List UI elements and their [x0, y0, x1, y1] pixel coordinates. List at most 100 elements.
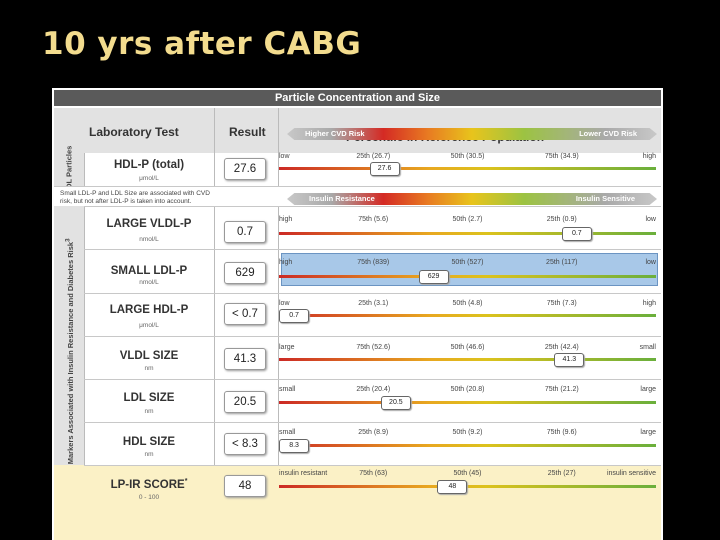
hdl-section-side: HDL Particles: [54, 145, 85, 194]
test-name-text: SMALL LDL-P: [110, 265, 188, 277]
test-name: LP-IR SCORE*: [84, 478, 214, 491]
divider-line: [278, 108, 279, 540]
percentile-bar: [279, 401, 656, 404]
percentile-label: 25th (26.7): [356, 153, 391, 160]
result-value: 27.6: [224, 158, 266, 180]
percentile-bar: [279, 167, 656, 170]
lipoprotein-superscript: 3: [64, 238, 72, 242]
percentile-label: 25th (0.9): [546, 216, 577, 223]
result-marker: 0.7: [561, 227, 592, 241]
test-name: HDL-P (total): [113, 159, 185, 171]
result-value: 41.3: [224, 348, 266, 370]
percentile-label: high: [279, 216, 293, 223]
result-value: 629: [224, 262, 266, 284]
percentile-label: low: [645, 259, 656, 266]
higher-cvd-risk-label: Higher CVD Risk: [305, 129, 365, 138]
small-ldl-note: Small LDL-P and LDL Size are associated …: [60, 190, 210, 205]
percentile-label: 75th (21.2): [544, 386, 579, 393]
percentile-label: 25th (20.4): [356, 386, 391, 393]
test-name: SMALL LDL-P: [84, 265, 214, 277]
test-unit: nm: [144, 451, 154, 458]
result-row-0: HDL-P (total) μmol/L 27.6: [84, 153, 661, 186]
percentile-label: 50th (20.8): [450, 386, 485, 393]
percentile-label: 75th (9.6): [546, 429, 577, 436]
percentile-label: low: [645, 216, 656, 223]
result-value: 0.7: [224, 221, 266, 243]
insulin-band: Insulin Resistance Insulin Sensitive: [287, 193, 657, 205]
result-row-0: low 25th (26.7) 50th (30.5) 75th (34.9) high…: [84, 153, 661, 186]
percentile-label: 75th (7.3): [546, 300, 577, 307]
lower-cvd-risk-label: Lower CVD Risk: [579, 129, 637, 138]
test-name-text: LDL SIZE: [123, 392, 175, 404]
percentile-label: 75th (52.6): [356, 344, 391, 351]
percentile-label: small: [639, 344, 656, 351]
percentile-label: 50th (9.2): [452, 429, 483, 436]
result-value: < 8.3: [224, 433, 266, 455]
result-marker: 8.3: [279, 439, 310, 453]
percentile-label: high: [642, 300, 656, 307]
percentile-bar: [279, 444, 656, 447]
result-row-4: VLDL SIZE nm 41.3 large 75th (52.6) 50th (46.…: [84, 336, 661, 380]
report-header: Particle Concentration and Size: [54, 90, 661, 106]
percentile-label: high: [279, 259, 293, 266]
test-name: LDL SIZE: [84, 392, 214, 404]
divider-line: [214, 108, 215, 540]
result-marker: 629: [418, 270, 449, 284]
cvd-risk-band: Higher CVD Risk Lower CVD Risk: [287, 128, 657, 140]
test-name-text: HDL SIZE: [122, 436, 176, 448]
percentile-label: large: [640, 386, 656, 393]
percentile-label: 25th (27): [547, 470, 576, 477]
percentile-label: 50th (2.7): [452, 216, 483, 223]
result-value: 20.5: [224, 391, 266, 413]
test-name: VLDL SIZE: [84, 350, 214, 362]
percentile-bar: [279, 358, 656, 361]
result-value: 48: [224, 475, 266, 497]
percentile-label: 50th (45): [453, 470, 482, 477]
result-row-1: LARGE VLDL-P nmol/L 0.7 high 75th (5.6) 50th …: [84, 206, 661, 250]
percentile-bar: [279, 485, 656, 488]
percentile-label: low: [279, 153, 290, 160]
result-marker: 27.6: [369, 162, 400, 176]
result-row-2: SMALL LDL-P nmol/L 629 high 75th (839) 50th (…: [84, 249, 661, 294]
percentile-label: insulin resistant: [279, 470, 328, 477]
test-name-text: VLDL SIZE: [119, 350, 179, 362]
test-unit: nmol/L: [139, 279, 159, 286]
percentile-bar: [279, 275, 656, 278]
percentile-label: large: [640, 429, 656, 436]
slide-title: 10 yrs after CABG: [42, 26, 362, 62]
result-row-6: HDL SIZE nm < 8.3 small 25th (8.9) 50th (9.2)…: [84, 422, 661, 466]
insulin-sensitive-label: Insulin Sensitive: [575, 194, 635, 203]
percentile-label: 25th (42.4): [544, 344, 579, 351]
percentile-label: 50th (527): [451, 259, 484, 266]
insulin-resistance-label: Insulin Resistance: [309, 194, 375, 203]
result-marker: 48: [437, 480, 468, 494]
small-ldl-highlight: [281, 253, 658, 286]
percentile-label: 50th (4.8): [452, 300, 483, 307]
result-header: Result: [229, 125, 266, 139]
percentile-label: 25th (3.1): [358, 300, 389, 307]
lab-report: Particle Concentration and Size Laborato…: [52, 88, 663, 540]
test-name-text: LP-IR SCORE: [110, 478, 185, 491]
result-row-5: LDL SIZE nm 20.5 small 25th (20.4) 50th (20.8…: [84, 379, 661, 423]
test-unit: μmol/L: [139, 175, 159, 182]
test-name: LARGE HDL-P: [84, 304, 214, 316]
percentile-label: 50th (46.6): [450, 344, 485, 351]
percentile-label: small: [279, 386, 296, 393]
percentile-label: 75th (34.9): [544, 153, 579, 160]
percentile-label: insulin sensitive: [606, 470, 656, 477]
test-unit: 0 - 100: [138, 494, 160, 501]
lp-ir-score-background: [54, 465, 661, 540]
test-name: HDL SIZE: [84, 436, 214, 448]
percentile-label: small: [279, 429, 296, 436]
result-marker: 20.5: [380, 396, 411, 410]
percentile-label: 25th (117): [546, 259, 578, 266]
percentile-label: 75th (5.6): [358, 216, 389, 223]
percentile-label: low: [279, 300, 290, 307]
result-row-7: LP-IR SCORE* 0 - 100 48 insulin resistant 75…: [84, 465, 661, 540]
result-marker: 0.7: [279, 309, 310, 323]
percentile-label: 75th (63): [359, 470, 388, 477]
percentile-label: large: [279, 344, 295, 351]
test-unit: nmol/L: [139, 236, 159, 243]
test-name-text: LARGE HDL-P: [109, 304, 189, 316]
test-name-text: LARGE VLDL-P: [106, 218, 192, 230]
